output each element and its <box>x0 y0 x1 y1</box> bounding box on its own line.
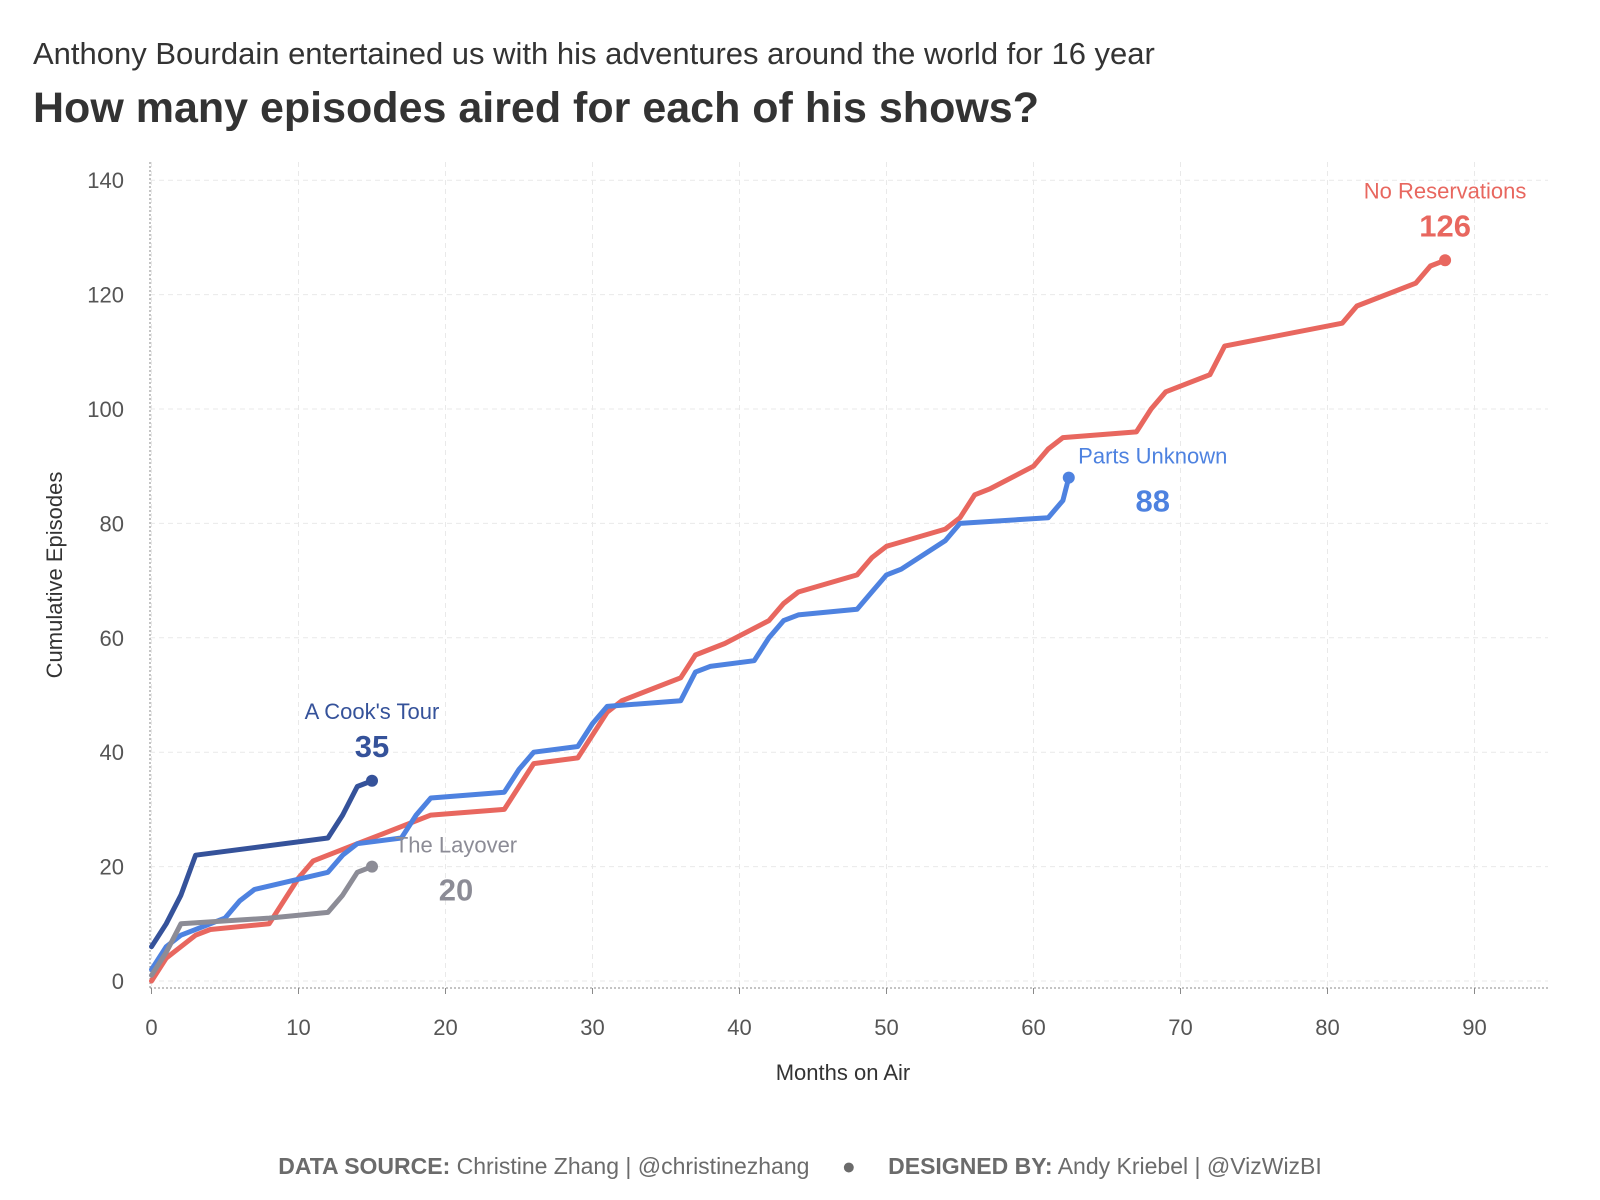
series-lines <box>149 254 1452 984</box>
y-axis-title: Cumulative Episodes <box>42 472 67 679</box>
series-name-label: Parts Unknown <box>1078 444 1227 469</box>
y-tick-label: 40 <box>100 740 124 765</box>
axes: 0 20 40 60 80 100 120 140 0 10 20 30 40 50 60 70 80 90 <box>87 162 1548 1040</box>
x-tick-label: 20 <box>433 1015 457 1040</box>
footer-source-label: DATA SOURCE: <box>278 1153 451 1179</box>
footer-designer-label: DESIGNED BY: <box>888 1153 1053 1179</box>
y-tick-label: 80 <box>100 511 124 536</box>
x-tick-label: 30 <box>580 1015 604 1040</box>
y-tick-label: 60 <box>100 626 124 651</box>
x-tick-label: 90 <box>1462 1015 1486 1040</box>
series-line <box>149 257 1448 984</box>
footer-source-text: Christine Zhang | @christinezhang <box>456 1153 810 1179</box>
series-line <box>149 864 375 978</box>
series-name-label: No Reservations <box>1364 178 1527 203</box>
footer-designer-text: Andy Kriebel | @VizWizBI <box>1057 1153 1322 1179</box>
chart-title: How many episodes aired for each of his … <box>33 84 1039 132</box>
y-tick-label: 140 <box>87 168 124 193</box>
x-tick-label: 50 <box>874 1015 898 1040</box>
x-tick-label: 80 <box>1315 1015 1339 1040</box>
series-name-label: The Layover <box>395 833 517 858</box>
series-end-marker <box>366 774 378 787</box>
series-total-label: 20 <box>439 873 473 908</box>
x-tick-label: 0 <box>145 1015 157 1040</box>
series-line <box>149 475 1072 973</box>
series-end-marker <box>366 860 378 873</box>
footer-separator: ● <box>841 1153 856 1179</box>
x-tick-label: 40 <box>727 1015 751 1040</box>
grid <box>150 162 1548 988</box>
y-tick-label: 100 <box>87 397 124 422</box>
chart-subtitle: Anthony Bourdain entertained us with his… <box>33 36 1155 71</box>
series-line <box>149 778 375 950</box>
series-name-label: A Cook's Tour <box>305 699 440 724</box>
line-chart: 0 20 40 60 80 100 120 140 0 10 20 30 40 50 60 70 80 90 No… <box>42 162 1548 1085</box>
series-total-label: 88 <box>1136 484 1170 519</box>
series-total-label: 126 <box>1419 208 1471 243</box>
y-tick-label: 120 <box>87 283 124 308</box>
series-end-marker <box>1062 471 1075 484</box>
x-tick-label: 10 <box>286 1015 310 1040</box>
x-axis-title: Months on Air <box>776 1060 911 1085</box>
y-tick-label: 0 <box>112 969 124 994</box>
footer: DATA SOURCE: Christine Zhang | @christin… <box>0 1153 1600 1180</box>
series-total-label: 35 <box>355 729 389 764</box>
series-end-marker <box>1439 254 1452 267</box>
x-tick-label: 70 <box>1168 1015 1192 1040</box>
series-labels: No Reservations 126 Parts Unknown 88 A Cook'… <box>305 178 1527 907</box>
y-tick-label: 20 <box>100 855 124 880</box>
x-tick-label: 60 <box>1021 1015 1045 1040</box>
